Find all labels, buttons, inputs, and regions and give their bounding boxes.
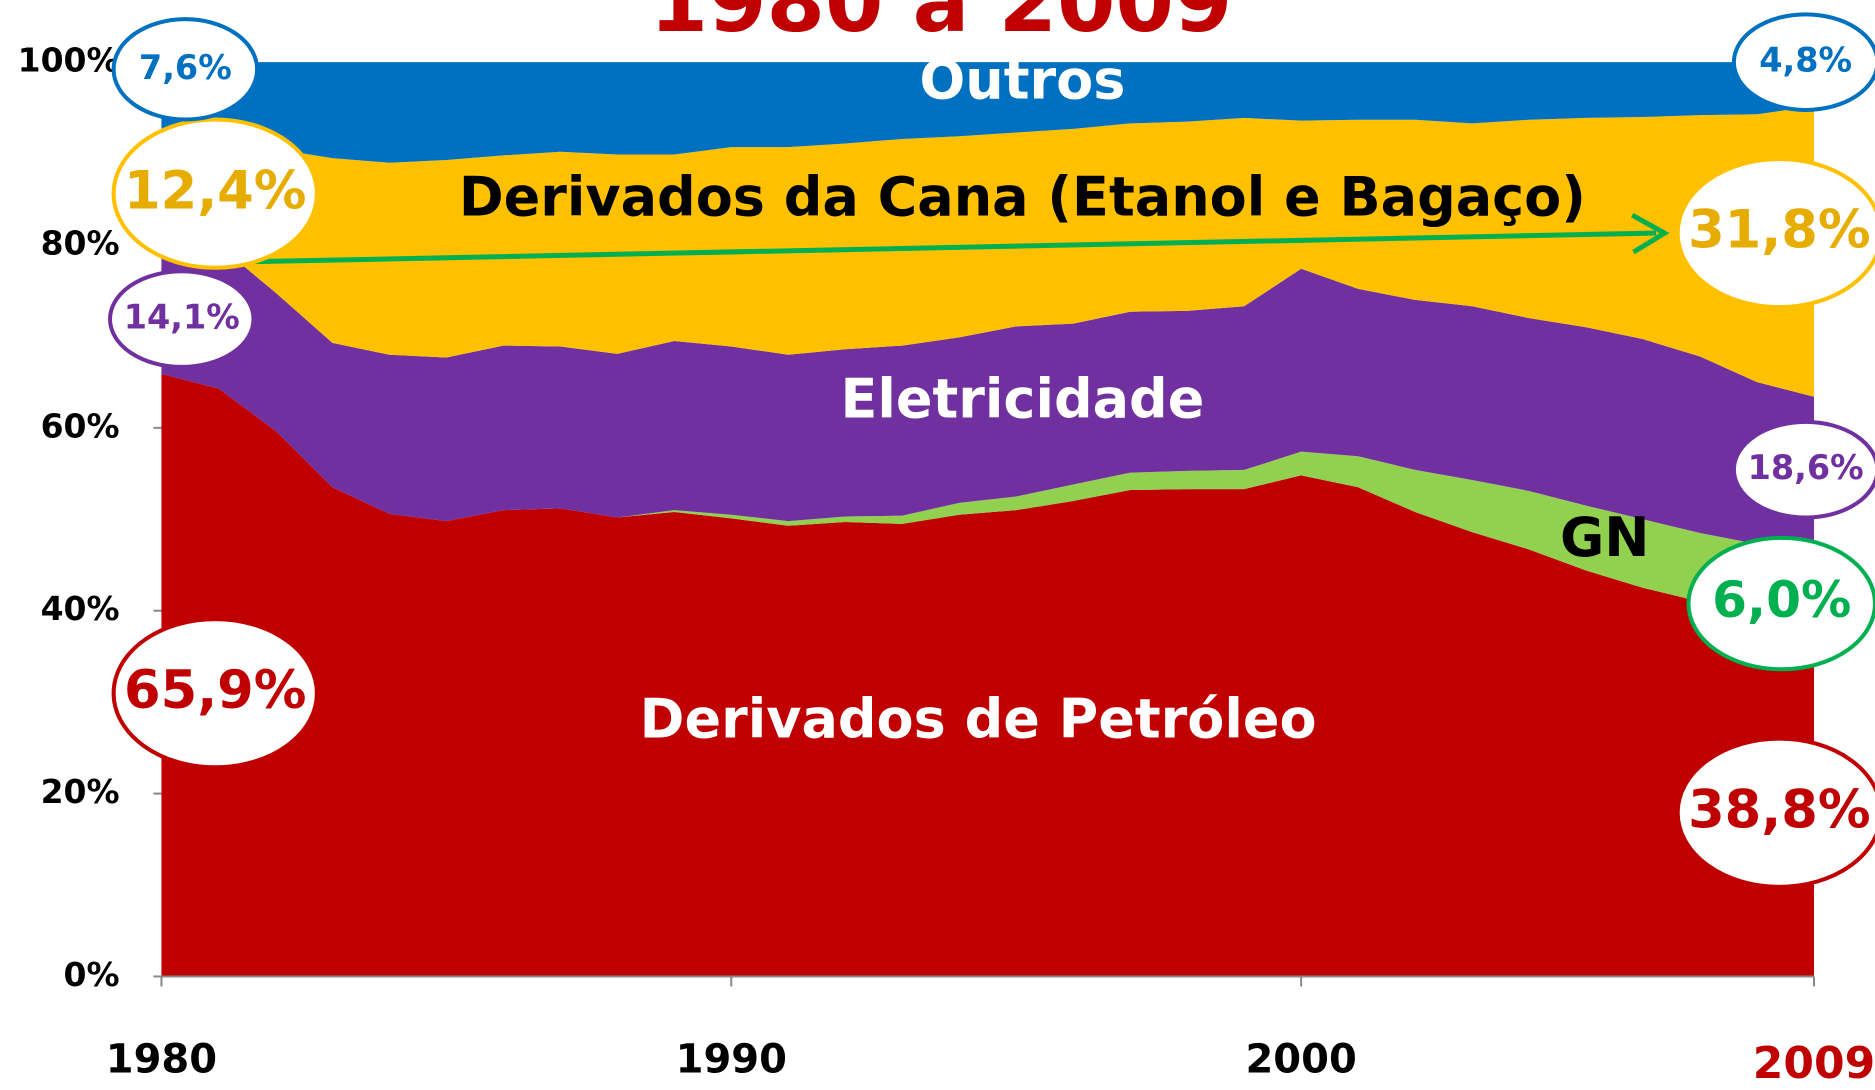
value-label-text: 6,0% [1712, 570, 1851, 629]
area [161, 62, 1815, 163]
y-tick-label: 100% [18, 41, 120, 80]
area [161, 373, 1815, 977]
value-label: 31,8% [1675, 156, 1875, 310]
y-tick-label: 60% [41, 406, 120, 445]
label-bubble [1731, 12, 1875, 112]
value-label-text: 18,6% [1748, 448, 1864, 487]
label-bubble [111, 117, 319, 270]
value-label: 38,8% [1675, 736, 1875, 889]
y-tick-label: 80% [41, 224, 120, 263]
value-label-text: 14,1% [124, 298, 240, 337]
label-bubble [108, 269, 256, 369]
value-label-text: 4,8% [1759, 41, 1852, 80]
label-bubble [1675, 156, 1875, 310]
label-bubble [111, 17, 260, 122]
arrow-head [1631, 212, 1670, 255]
series-label: Eletricidade [840, 367, 1204, 430]
y-tick-label: 40% [41, 589, 120, 628]
series-label: Derivados de Petróleo [640, 688, 1317, 751]
area [161, 373, 1815, 622]
value-label: 14,1% [108, 269, 256, 369]
value-label-text: 31,8% [1688, 200, 1871, 261]
series-label: GN [1560, 506, 1650, 569]
series-label: Outros [919, 48, 1125, 111]
chart-title: 1980 a 2009 [650, 0, 1233, 51]
value-label: 7,6% [111, 17, 260, 122]
value-label: 12,4% [111, 117, 319, 270]
x-tick-label: 1980 [106, 1036, 217, 1082]
x-tick-label: 2000 [1245, 1036, 1356, 1082]
label-bubble [1675, 736, 1875, 889]
value-label: 6,0% [1686, 535, 1875, 672]
y-tick-label: 0% [64, 955, 120, 994]
value-label-text: 38,8% [1688, 779, 1871, 840]
area [161, 106, 1815, 397]
value-label: 4,8% [1731, 12, 1875, 112]
trend-arrow [251, 230, 1657, 265]
y-tick-label: 20% [41, 772, 120, 811]
value-label-text: 12,4% [124, 160, 307, 221]
series-label: Derivados da Cana (Etanol e Bagaço) [459, 165, 1586, 228]
value-label-text: 65,9% [124, 660, 307, 721]
label-bubble [111, 617, 319, 770]
x-tick-label: 2009 [1753, 1038, 1875, 1089]
value-label: 18,6% [1731, 419, 1875, 520]
x-tick-label: 1990 [676, 1036, 787, 1082]
label-bubble [1731, 419, 1875, 520]
value-label: 65,9% [111, 617, 319, 770]
value-label-text: 7,6% [139, 48, 232, 87]
area [161, 245, 1815, 567]
